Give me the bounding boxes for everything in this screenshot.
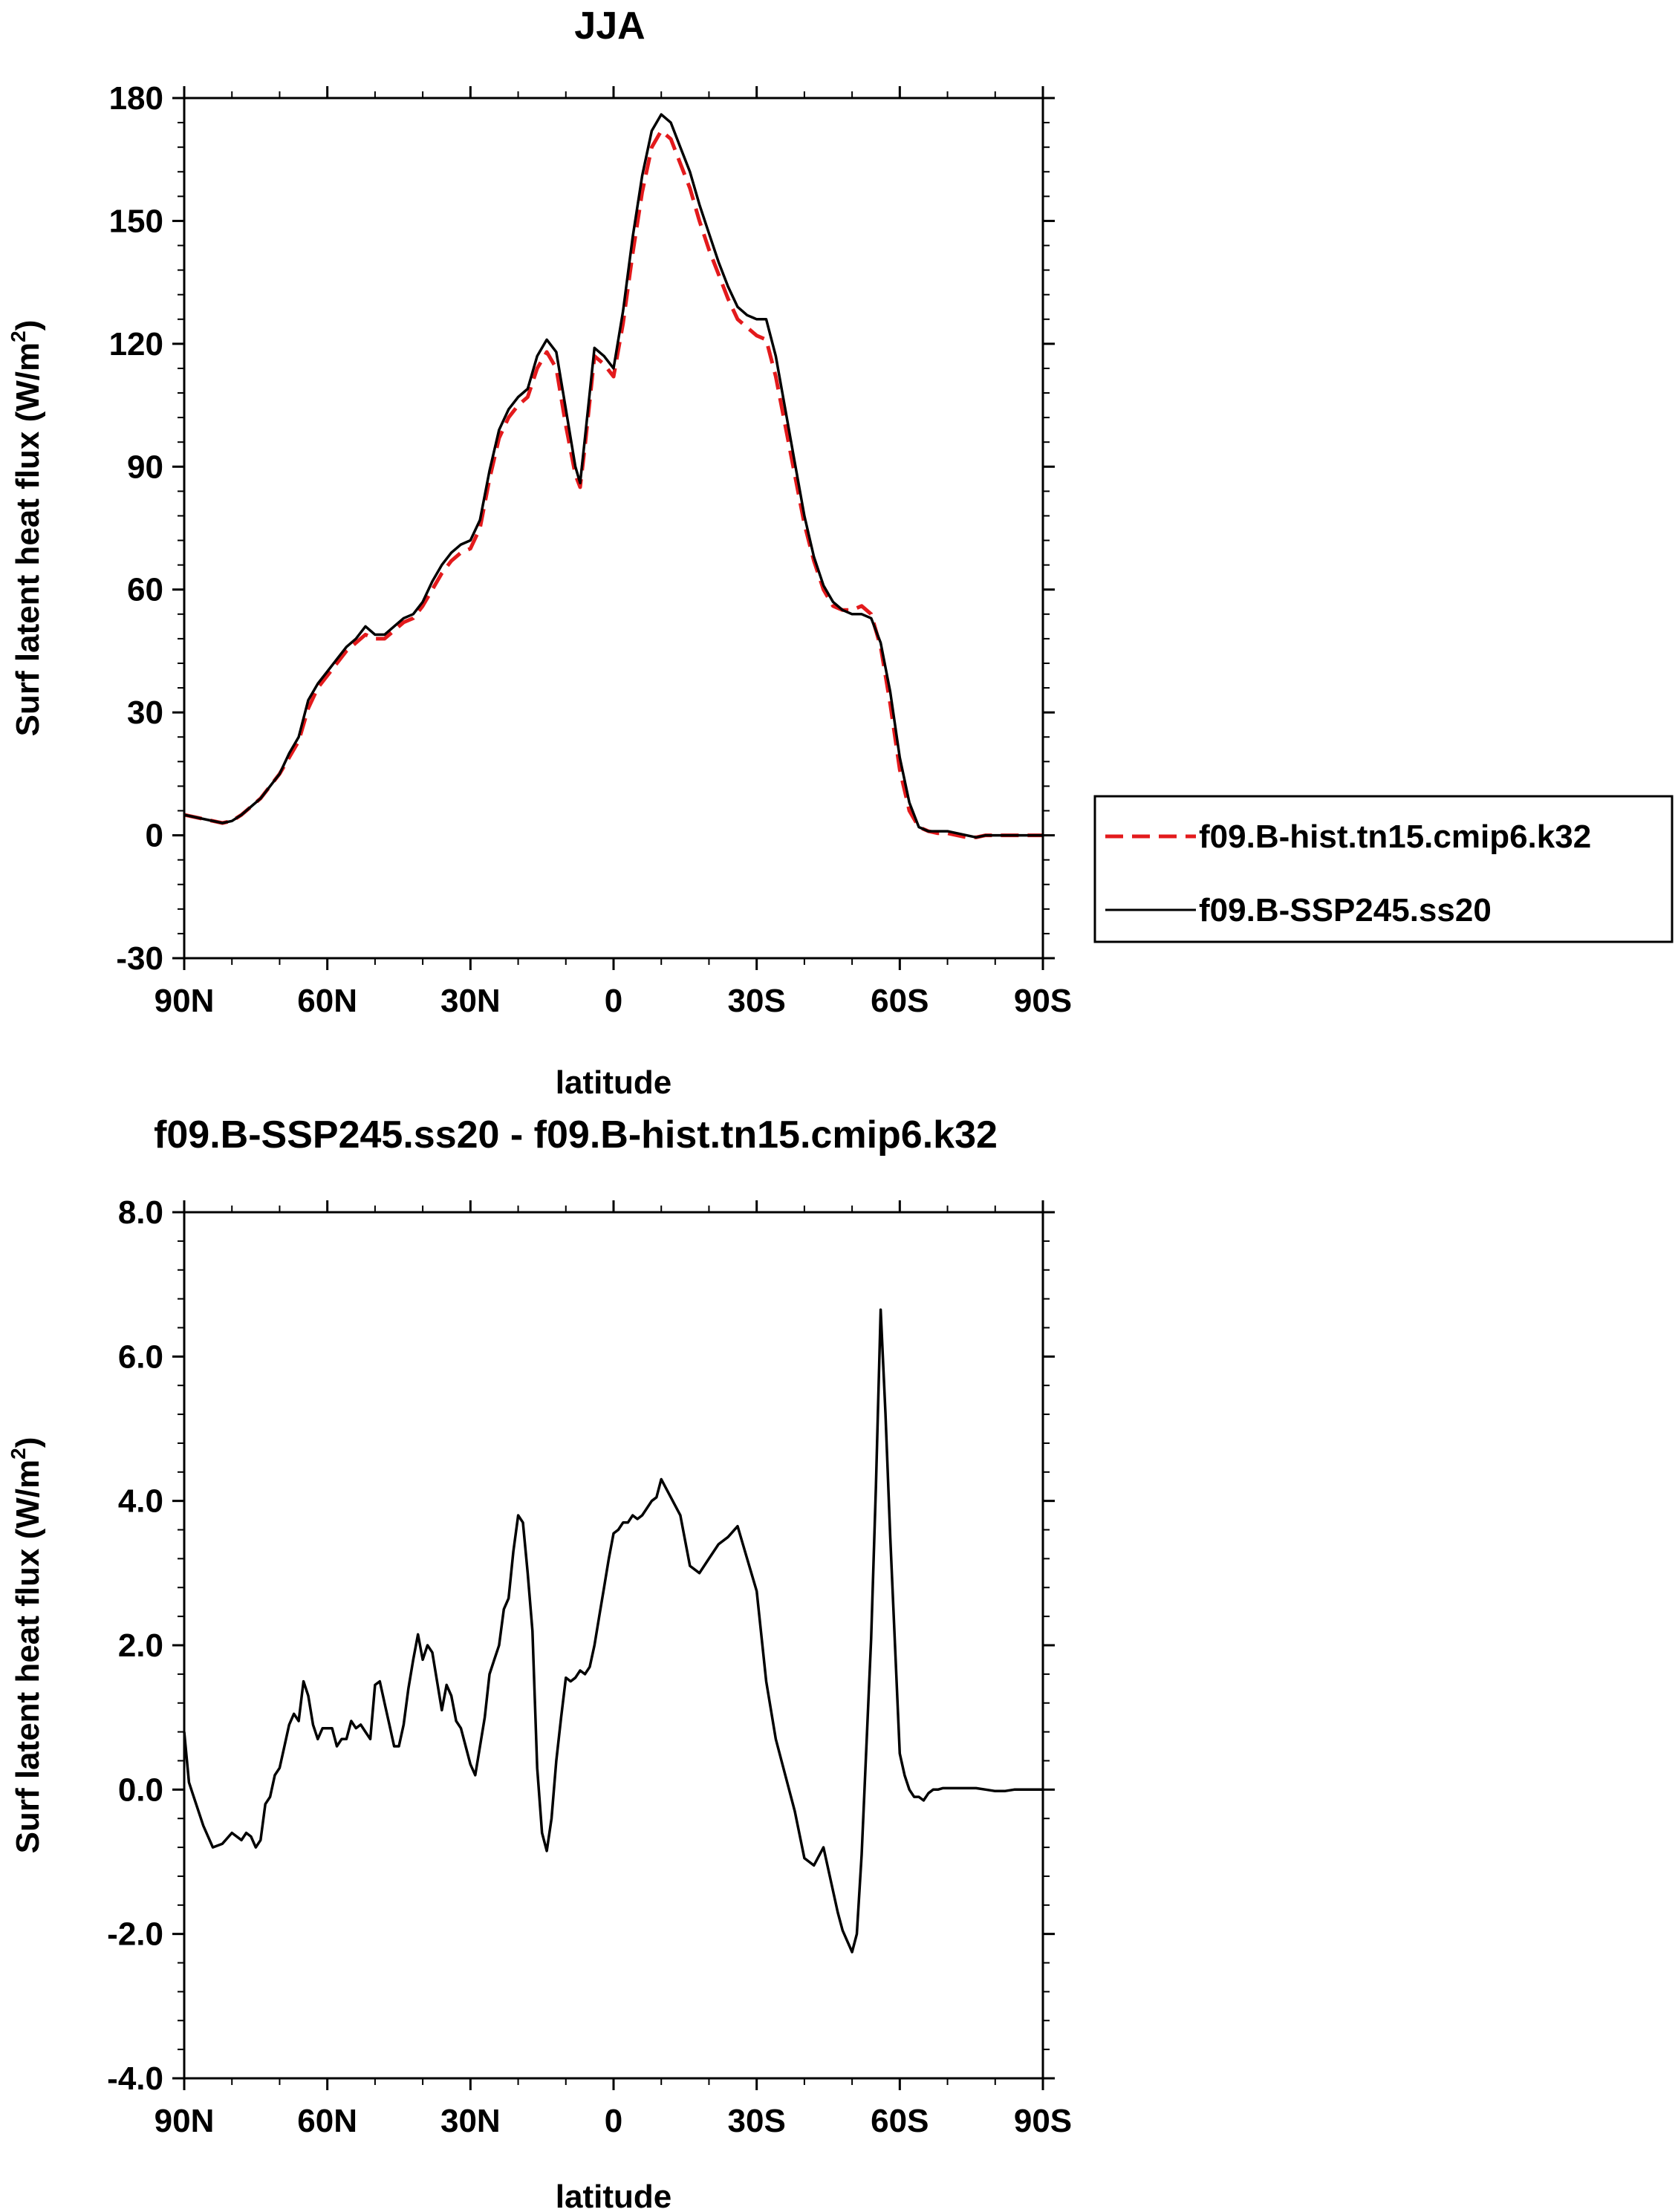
top-x-tick-label: 90S xyxy=(1014,983,1072,1019)
bot-x-tick-label: 90N xyxy=(155,2103,215,2139)
top-plot-frame xyxy=(183,97,1044,960)
top-y-tick-labels: -30 0 30 60 90 120 150 180 xyxy=(109,80,163,977)
top-y-axis-title: Surf latent heat flux (W/m2) xyxy=(7,320,46,737)
bottom-x-tick-labels: 90N 60N 30N 0 30S 60S 90S xyxy=(155,2103,1073,2139)
top-x-tick-labels: 90N 60N 30N 0 30S 60S 90S xyxy=(155,983,1073,1019)
top-y-tick-label: -30 xyxy=(116,940,163,977)
bot-x-tick-label: 0 xyxy=(605,2103,622,2139)
bottom-y-tick-labels: -4.0 -2.0 0.0 2.0 4.0 6.0 8.0 xyxy=(107,1194,163,2097)
bottom-plot-frame xyxy=(183,1211,1044,2080)
top-x-tick-label: 60S xyxy=(871,983,929,1019)
bot-x-tick-label: 60N xyxy=(297,2103,357,2139)
top-x-axis-title: latitude xyxy=(556,1064,671,1101)
top-y-tick-label: 180 xyxy=(109,80,163,117)
bottom-panel: f09.B-SSP245.ss20 - f09.B-hist.tn15.cmip… xyxy=(7,1113,1072,2212)
bot-y-tick-label: -4.0 xyxy=(107,2060,163,2097)
top-y-tick-label: 0 xyxy=(146,818,163,854)
top-y-tick-label: 90 xyxy=(127,449,163,485)
legend-label-ssp245: f09.B-SSP245.ss20 xyxy=(1199,892,1492,928)
top-x-tick-label: 30S xyxy=(728,983,786,1019)
bot-x-tick-label: 30N xyxy=(440,2103,501,2139)
top-panel: JJA 90N 60N 30N 0 30S 60S 90S -30 0 30 60 90 120 150… xyxy=(7,4,1674,1101)
top-y-axis-unit-close: ) xyxy=(10,320,46,331)
bot-series-line-0 xyxy=(183,1308,1043,1954)
top-y-axis-unit-exp: 2 xyxy=(7,331,30,342)
top-y-axis-title-main: Surf latent heat flux xyxy=(10,431,46,736)
bottom-axis-ticks xyxy=(172,1200,1055,2090)
top-x-tick-label: 90N xyxy=(155,983,215,1019)
bottom-chart-title: f09.B-SSP245.ss20 - f09.B-hist.tn15.cmip… xyxy=(154,1113,998,1157)
top-x-tick-label: 0 xyxy=(605,983,622,1019)
bottom-y-axis-title: Surf latent heat flux (W/m2) xyxy=(7,1437,46,1854)
top-y-axis-unit: (W/m xyxy=(10,342,46,423)
top-series-line-0 xyxy=(183,129,1043,839)
bottom-y-axis-unit-close: ) xyxy=(10,1437,46,1448)
legend-label-hist: f09.B-hist.tn15.cmip6.k32 xyxy=(1199,819,1591,855)
bottom-y-axis-title-main: Surf latent heat flux xyxy=(10,1548,46,1853)
top-series-lines xyxy=(183,113,1043,839)
top-x-tick-label: 30N xyxy=(440,983,501,1019)
bottom-y-axis-unit: (W/m xyxy=(10,1460,46,1540)
top-x-tick-label: 60N xyxy=(297,983,357,1019)
top-y-tick-label: 30 xyxy=(127,694,163,731)
bottom-y-axis-unit-exp: 2 xyxy=(7,1448,30,1460)
legend: f09.B-hist.tn15.cmip6.k32 f09.B-SSP245.s… xyxy=(1093,795,1674,943)
bot-y-tick-label: 6.0 xyxy=(118,1338,163,1375)
top-y-tick-label: 60 xyxy=(127,572,163,608)
top-y-tick-label: 120 xyxy=(109,326,163,362)
top-series-line-1 xyxy=(183,113,1043,839)
bot-y-tick-label: -2.0 xyxy=(107,1916,163,1953)
bot-x-tick-label: 30S xyxy=(728,2103,786,2139)
bot-y-tick-label: 8.0 xyxy=(118,1194,163,1231)
bottom-series-lines xyxy=(183,1308,1043,1954)
bot-y-tick-label: 0.0 xyxy=(118,1772,163,1808)
legend-box xyxy=(1093,795,1674,943)
bot-x-tick-label: 90S xyxy=(1014,2103,1072,2139)
top-chart-title: JJA xyxy=(574,4,645,48)
bot-x-tick-label: 60S xyxy=(871,2103,929,2139)
bot-y-tick-label: 2.0 xyxy=(118,1627,163,1664)
top-axis-ticks xyxy=(172,86,1055,970)
bot-y-tick-label: 4.0 xyxy=(118,1483,163,1520)
top-y-tick-label: 150 xyxy=(109,203,163,239)
bottom-x-axis-title: latitude xyxy=(556,2179,671,2212)
